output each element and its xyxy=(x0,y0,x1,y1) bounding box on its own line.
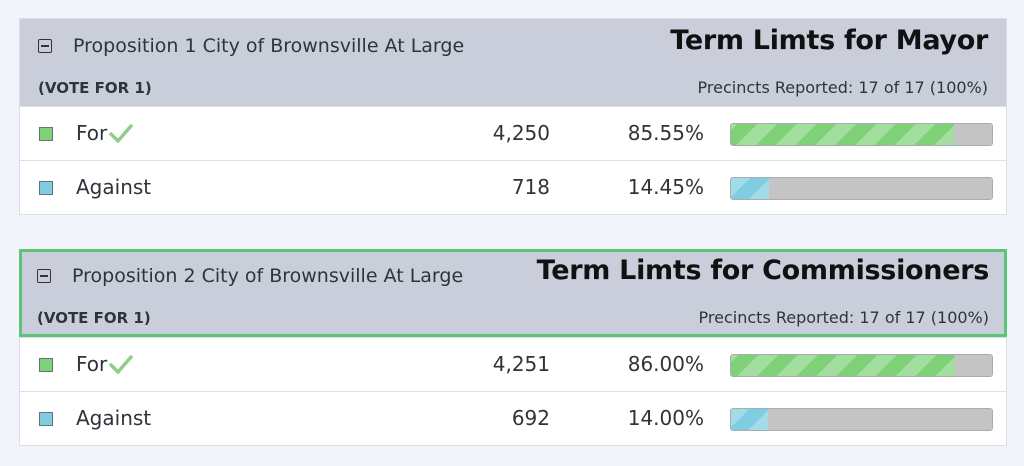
vote-progress-bar xyxy=(730,354,993,377)
collapse-icon[interactable] xyxy=(37,269,51,283)
vote-progress-bar xyxy=(730,177,993,200)
color-swatch xyxy=(39,127,53,141)
vote-progress-fill xyxy=(731,355,956,376)
vote-for-label: (VOTE FOR 1) xyxy=(37,309,151,327)
vote-percent: 86.00% xyxy=(627,352,704,376)
race-card-proposition-1: Proposition 1 City of Brownsville At Lar… xyxy=(19,18,1007,215)
vote-for-label: (VOTE FOR 1) xyxy=(38,79,152,97)
vote-percent: 14.00% xyxy=(627,406,704,430)
color-swatch xyxy=(39,358,53,372)
choice-row-against: Against 692 14.00% xyxy=(20,391,1006,445)
term-limits-title: Term Limts for Commissioners xyxy=(536,255,990,286)
winner-check-icon xyxy=(109,122,133,144)
vote-progress-bar xyxy=(730,123,993,146)
race-card-proposition-2: Proposition 2 City of Brownsville At Lar… xyxy=(19,249,1007,446)
choice-label: For xyxy=(76,121,133,145)
choice-label: Against xyxy=(76,175,152,199)
vote-progress-fill xyxy=(731,178,769,199)
choice-row-against: Against 718 14.45% xyxy=(20,160,1006,214)
choice-row-for: For 4,251 86.00% xyxy=(20,337,1006,391)
color-swatch xyxy=(39,412,53,426)
vote-progress-bar xyxy=(730,408,993,431)
vote-progress-fill xyxy=(731,124,955,145)
vote-count: 718 xyxy=(511,175,550,199)
race-header: Proposition 2 City of Brownsville At Lar… xyxy=(19,249,1007,337)
collapse-icon[interactable] xyxy=(38,39,52,53)
precincts-reported: Precincts Reported: 17 of 17 (100%) xyxy=(697,78,988,97)
choice-label: For xyxy=(76,352,133,376)
choice-label: Against xyxy=(76,406,152,430)
proposition-title: Proposition 1 City of Brownsville At Lar… xyxy=(73,35,465,57)
vote-progress-fill xyxy=(731,409,768,430)
color-swatch xyxy=(39,181,53,195)
choice-row-for: For 4,250 85.55% xyxy=(20,106,1006,160)
proposition-title: Proposition 2 City of Brownsville At Lar… xyxy=(72,265,464,287)
vote-count: 692 xyxy=(511,406,550,430)
vote-count: 4,251 xyxy=(492,352,550,376)
vote-count: 4,250 xyxy=(492,121,550,145)
winner-check-icon xyxy=(109,353,133,375)
precincts-reported: Precincts Reported: 17 of 17 (100%) xyxy=(698,308,989,327)
race-header: Proposition 1 City of Brownsville At Lar… xyxy=(20,19,1006,106)
term-limits-title: Term Limts for Mayor xyxy=(670,25,988,56)
vote-percent: 14.45% xyxy=(627,175,704,199)
vote-percent: 85.55% xyxy=(627,121,704,145)
